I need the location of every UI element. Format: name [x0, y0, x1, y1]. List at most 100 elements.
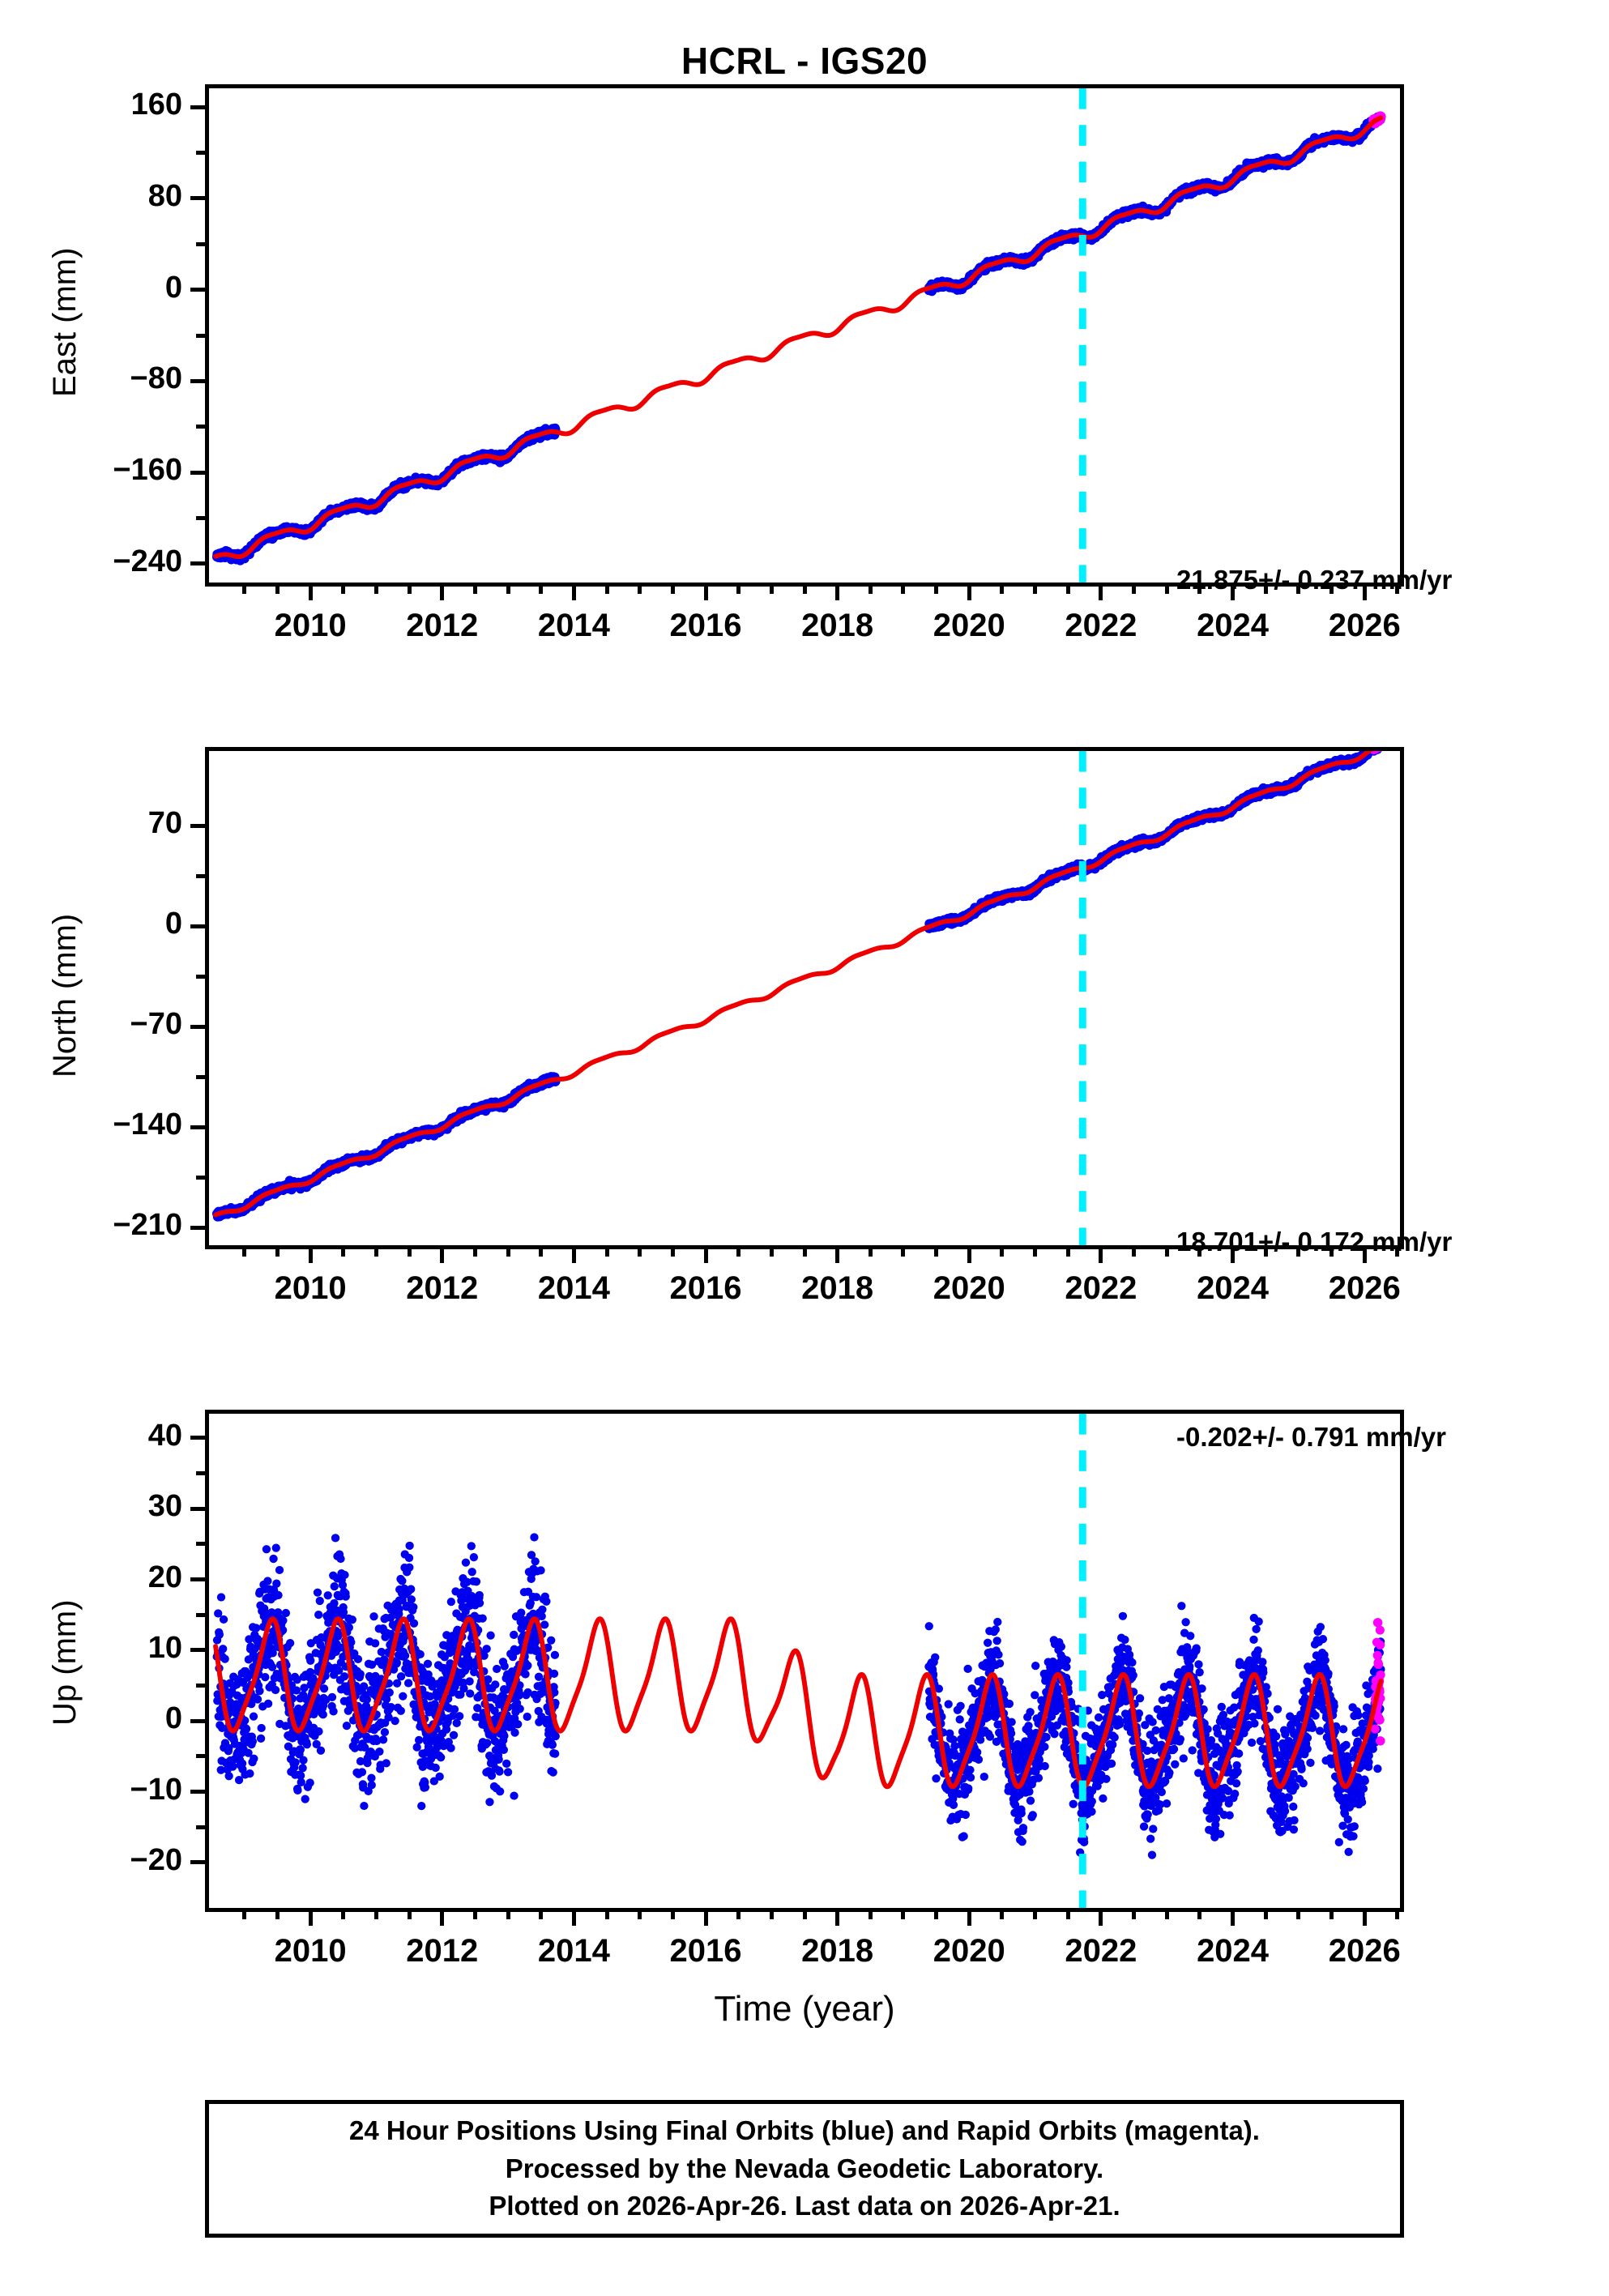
panel-east-x-tick	[1000, 584, 1005, 594]
panel-east-x-tick	[275, 584, 280, 594]
panel-up-x-tick	[638, 1910, 642, 1919]
panel-east-y-minor-tick	[196, 241, 205, 246]
panel-north-x-tick	[835, 1247, 840, 1263]
panel-north-x-tick-label: 2026	[1328, 1270, 1401, 1306]
panel-north-x-tick-label: 2010	[274, 1270, 347, 1306]
panel-up-x-tick	[1231, 1910, 1236, 1926]
panel-up-x-tick	[1296, 1910, 1301, 1919]
panel-east-y-minor-tick	[196, 515, 205, 520]
panel-east-x-tick	[1197, 584, 1202, 594]
panel-north-x-tick-label: 2018	[801, 1270, 874, 1306]
panel-north-y-tick	[190, 823, 205, 828]
panel-up-x-tick	[703, 1910, 708, 1926]
panel-north-y-tick	[190, 924, 205, 928]
panel-up-y-tick-label: 20	[147, 1560, 182, 1594]
panel-up-x-tick	[604, 1910, 609, 1919]
panel-east-x-tick-label: 2010	[274, 608, 347, 643]
panel-up-y-tick-label: 40	[147, 1418, 182, 1453]
panel-east-x-tick	[901, 584, 906, 594]
panel-up-y-tick-label: −10	[130, 1772, 182, 1807]
panel-east-x-tick	[967, 584, 971, 600]
panel-north-x-tick	[1362, 1247, 1367, 1263]
panel-east-x-tick-label: 2014	[537, 608, 610, 643]
panel-up-y-tick-label: −20	[130, 1842, 182, 1877]
panel-up-y-tick	[190, 1436, 205, 1440]
panel-north-x-tick-label: 2020	[933, 1270, 1005, 1306]
footer-line-3: Plotted on 2026-Apr-26. Last data on 202…	[489, 2191, 1120, 2221]
panel-north-x-tick	[604, 1247, 609, 1257]
panel-north-rate-annotation: 18.701+/- 0.172 mm/yr	[1176, 1227, 1453, 1257]
panel-up-x-tick	[901, 1910, 906, 1919]
panel-east-x-tick	[539, 584, 544, 594]
panel-up-x-tick	[967, 1910, 971, 1926]
panel-up-x-tick-label: 2026	[1328, 1933, 1401, 1969]
panel-north-x-tick-label: 2016	[669, 1270, 742, 1306]
panel-north-x-tick	[1231, 1247, 1236, 1263]
chart-panel-north	[205, 747, 1404, 1249]
panel-north-x-tick	[440, 1247, 445, 1263]
panel-north-x-tick	[1296, 1247, 1301, 1257]
panel-north-x-tick-label: 2022	[1065, 1270, 1137, 1306]
panel-north-x-tick	[802, 1247, 807, 1257]
panel-east-x-tick	[1132, 584, 1137, 594]
panel-up-y-minor-tick	[196, 1471, 205, 1476]
panel-up-x-tick	[1033, 1910, 1038, 1919]
panel-east-y-minor-tick	[196, 151, 205, 156]
panel-north-x-tick	[868, 1247, 873, 1257]
panel-up-x-tick	[868, 1910, 873, 1919]
footer-caption-box: 24 Hour Positions Using Final Orbits (bl…	[205, 2100, 1404, 2238]
panel-north-y-tick-label: 70	[147, 806, 182, 841]
panel-north-x-tick	[1033, 1247, 1038, 1257]
panel-north-x-tick	[275, 1247, 280, 1257]
panel-up-x-tick	[1197, 1910, 1202, 1919]
panel-east-y-tick	[190, 378, 205, 383]
panel-east-x-tick	[1362, 584, 1367, 600]
panel-north-y-tick-label: 0	[164, 907, 182, 941]
panel-east-x-tick	[802, 584, 807, 594]
panel-up-y-tick	[190, 1860, 205, 1865]
panel-north-y-tick-label: −210	[113, 1208, 182, 1243]
panel-up-y-tick-label: 0	[164, 1701, 182, 1736]
panel-east-x-tick	[373, 584, 378, 594]
panel-east-x-tick	[1231, 584, 1236, 600]
panel-east-y-axis-title: East (mm)	[47, 247, 83, 397]
panel-east-x-tick	[1099, 584, 1103, 600]
panel-east-x-tick	[341, 584, 346, 594]
panel-up-x-tick-label: 2024	[1197, 1933, 1270, 1969]
panel-up-x-tick	[1395, 1910, 1400, 1919]
panel-north-x-tick	[373, 1247, 378, 1257]
chart-panel-east	[205, 84, 1404, 587]
panel-north-plot-area	[211, 751, 1382, 1245]
x-axis-title: Time (year)	[714, 1989, 895, 2029]
panel-north-x-tick	[308, 1247, 313, 1263]
panel-up-x-tick	[506, 1910, 510, 1919]
panel-up-y-tick	[190, 1718, 205, 1723]
panel-up-y-minor-tick	[196, 1824, 205, 1829]
panel-up-x-tick	[539, 1910, 544, 1919]
panel-up-x-tick	[1164, 1910, 1169, 1919]
panel-east-y-minor-tick	[196, 333, 205, 338]
panel-east-y-tick-label: 0	[164, 270, 182, 305]
panel-north-x-tick	[934, 1247, 939, 1257]
panel-up-x-tick	[1065, 1910, 1070, 1919]
panel-east-x-tick	[242, 584, 247, 594]
panel-up-x-tick-label: 2022	[1065, 1933, 1137, 1969]
panel-east-x-tick	[769, 584, 774, 594]
panel-up-x-tick	[736, 1910, 741, 1919]
panel-up-y-minor-tick	[196, 1612, 205, 1617]
panel-east-x-tick-label: 2012	[406, 608, 479, 643]
panel-north-x-tick	[967, 1247, 971, 1263]
panel-up-x-tick	[835, 1910, 840, 1926]
panel-east-x-tick	[1395, 584, 1400, 594]
panel-east-y-tick-label: 80	[147, 178, 182, 213]
panel-east-x-tick	[1296, 584, 1301, 594]
panel-north-y-axis-title: North (mm)	[47, 913, 83, 1078]
panel-north-x-tick	[1164, 1247, 1169, 1257]
panel-north-y-minor-tick	[196, 1175, 205, 1180]
panel-up-x-tick	[934, 1910, 939, 1919]
panel-east-x-tick	[868, 584, 873, 594]
panel-up-x-tick	[802, 1910, 807, 1919]
panel-up-rate-annotation: -0.202+/- 0.791 mm/yr	[1176, 1422, 1446, 1452]
panel-east-x-tick-label: 2016	[669, 608, 742, 643]
panel-east-x-tick	[308, 584, 313, 600]
